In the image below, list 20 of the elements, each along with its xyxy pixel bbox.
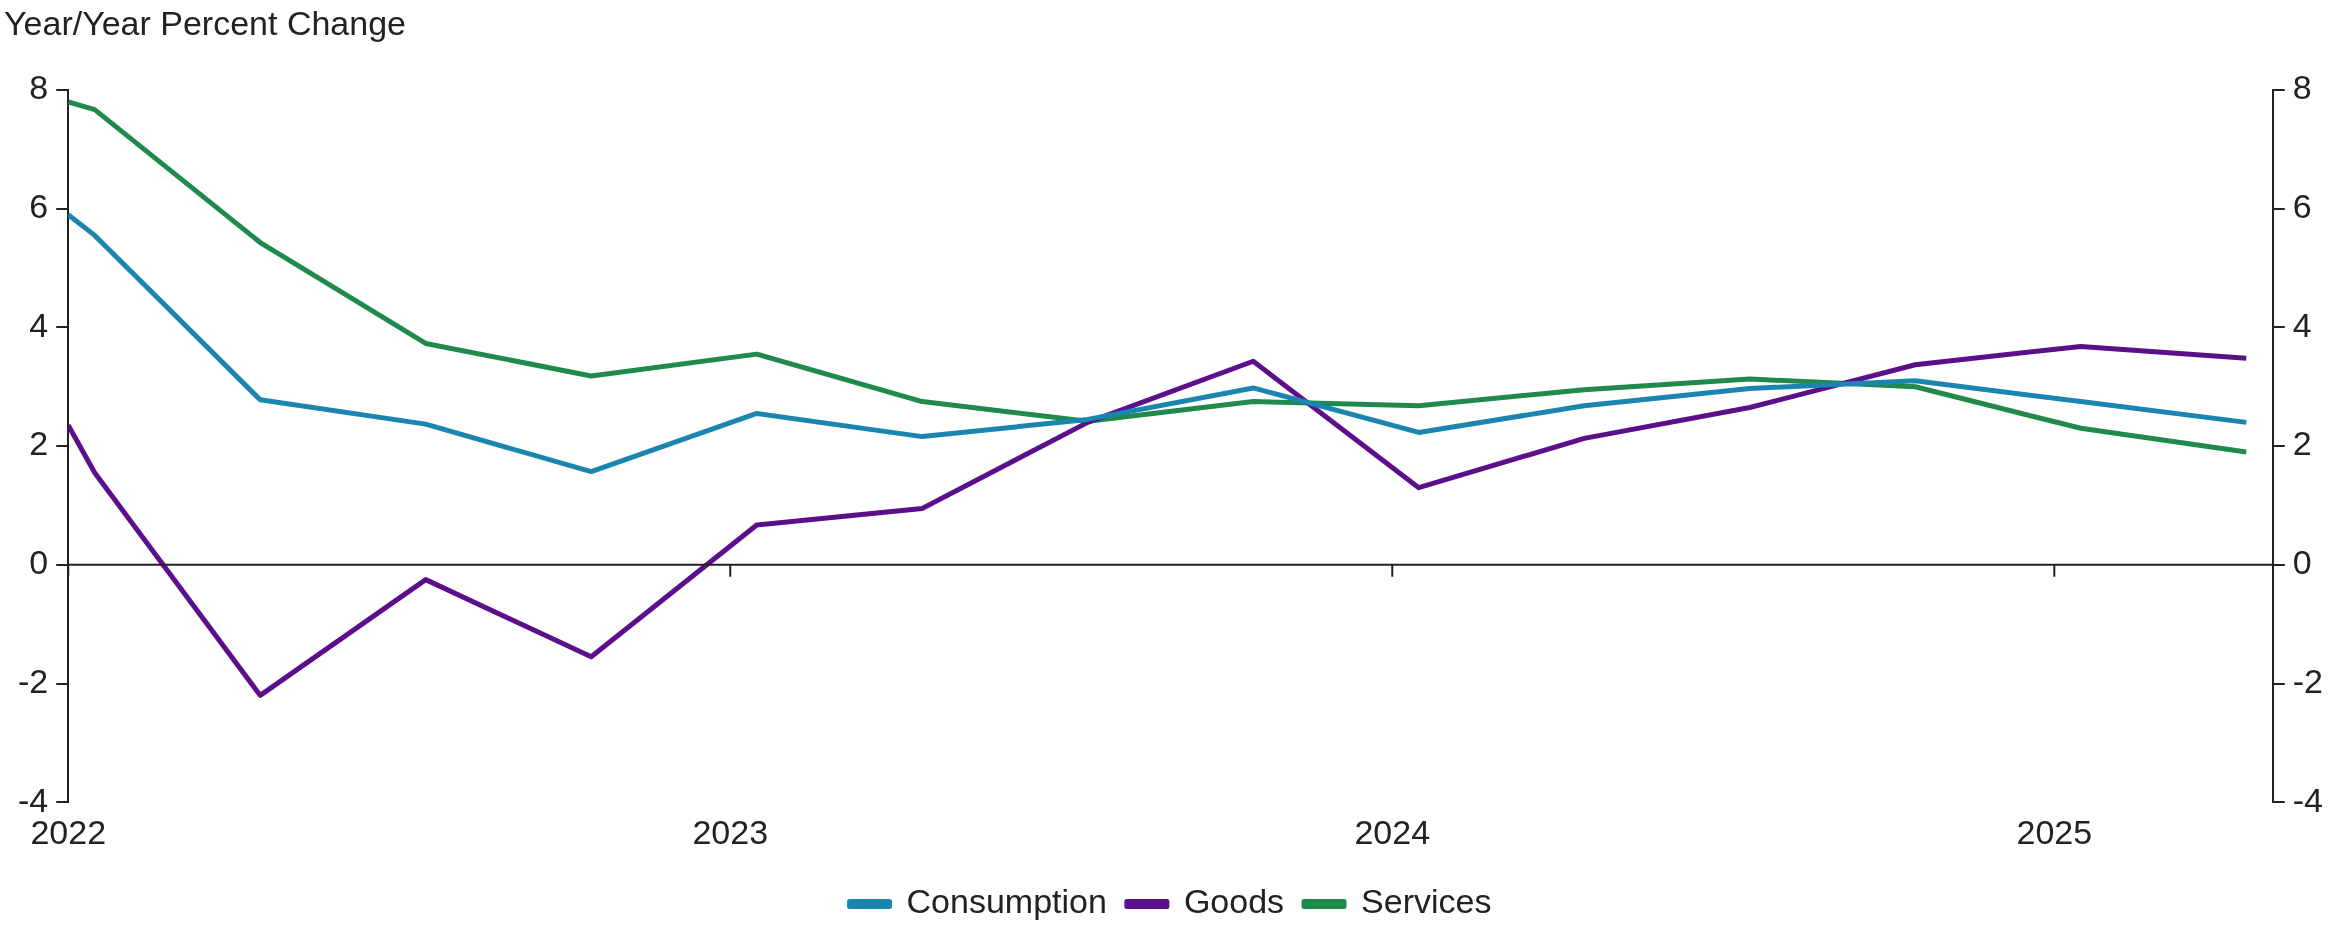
y2-tick-label: -2 bbox=[2292, 661, 2323, 700]
y2-tick-label: 4 bbox=[2292, 305, 2312, 344]
y-tick-label: -2 bbox=[18, 661, 49, 700]
x-tick-label: 2023 bbox=[692, 812, 769, 851]
y-tick-label: 4 bbox=[29, 305, 49, 344]
y-tick-label: 8 bbox=[29, 68, 49, 107]
y-tick-label: 6 bbox=[29, 187, 49, 226]
legend-label: Services bbox=[1361, 882, 1492, 921]
y2-tick-label: 8 bbox=[2292, 68, 2312, 107]
y2-tick-label: -4 bbox=[2292, 780, 2323, 819]
x-tick-label: 2024 bbox=[1354, 812, 1431, 851]
y-tick-label: 0 bbox=[29, 543, 49, 582]
y2-tick-label: 0 bbox=[2292, 543, 2312, 582]
x-tick-label: 2025 bbox=[2016, 812, 2093, 851]
y-axis-title: Year/Year Percent Change bbox=[4, 4, 407, 43]
legend-label: Consumption bbox=[906, 882, 1107, 921]
y-tick-label: 2 bbox=[29, 424, 49, 463]
y2-tick-label: 2 bbox=[2292, 424, 2312, 463]
legend-label: Goods bbox=[1183, 882, 1285, 921]
y2-tick-label: 6 bbox=[2292, 187, 2312, 226]
